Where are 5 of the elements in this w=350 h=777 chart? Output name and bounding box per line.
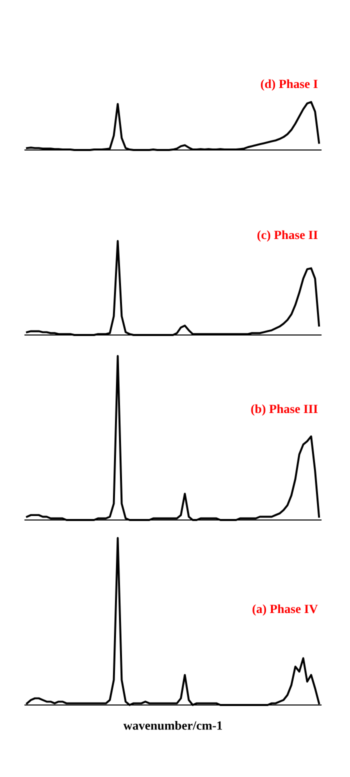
chart-title: (c) Phase II bbox=[257, 230, 318, 242]
x-axis-title: wavenumber/cm-1 bbox=[123, 720, 222, 730]
text: (a) Phase IV bbox=[252, 604, 318, 616]
text: (b) Phase III bbox=[251, 404, 318, 416]
chart-title: (d) Phase I bbox=[260, 79, 318, 91]
